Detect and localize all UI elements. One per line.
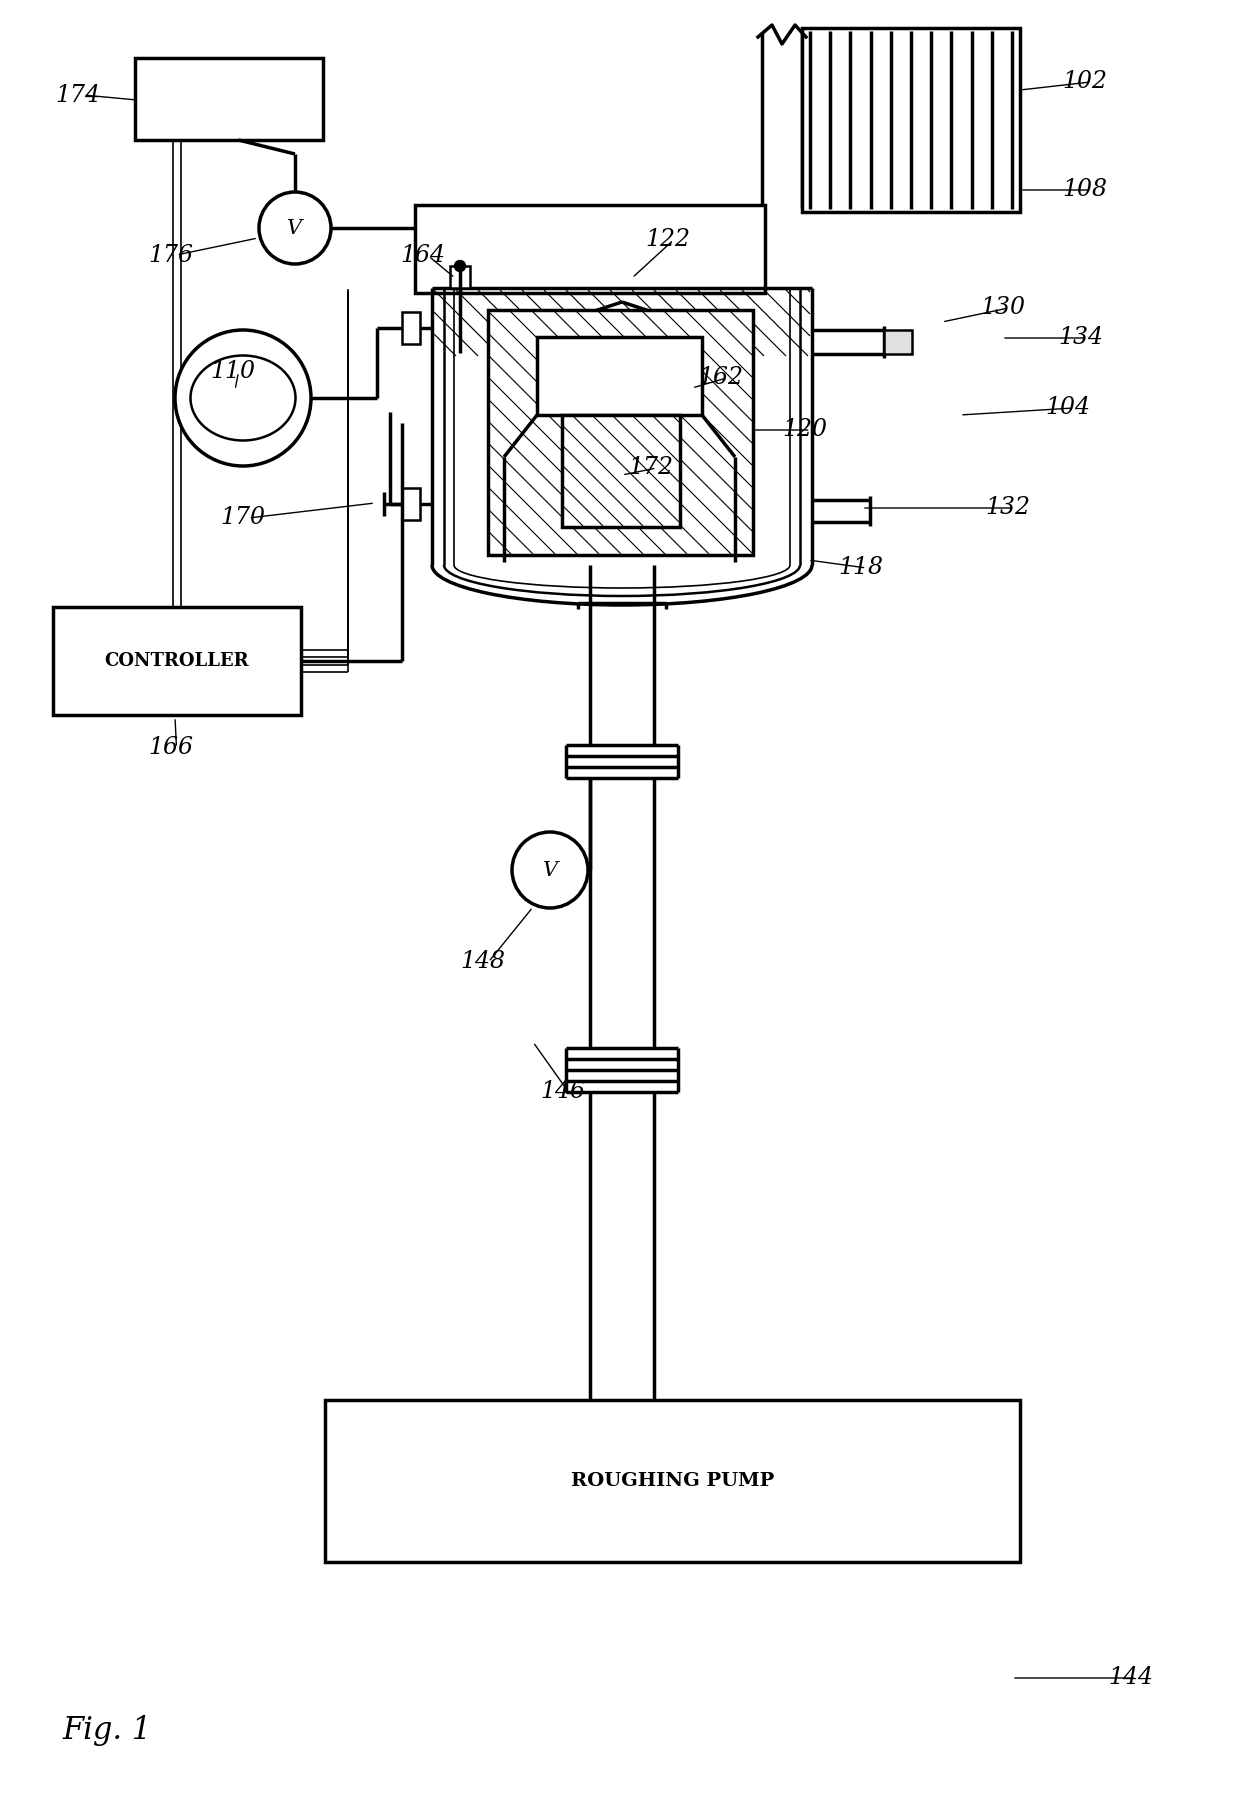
Text: 102: 102 <box>1061 71 1107 94</box>
Text: 148: 148 <box>460 951 505 973</box>
Text: 120: 120 <box>782 419 827 442</box>
Text: 172: 172 <box>627 457 673 480</box>
Text: 164: 164 <box>401 245 445 268</box>
Text: V: V <box>288 219 303 237</box>
Bar <box>884 330 911 353</box>
Ellipse shape <box>191 355 295 440</box>
Bar <box>450 266 470 288</box>
Text: V: V <box>542 861 558 879</box>
Bar <box>415 205 765 294</box>
Circle shape <box>512 832 588 908</box>
Bar <box>537 337 702 415</box>
Bar <box>489 310 753 554</box>
Text: 162: 162 <box>698 366 743 390</box>
Text: 130: 130 <box>980 297 1025 319</box>
Bar <box>402 312 420 344</box>
Bar <box>325 1401 1021 1562</box>
Text: 118: 118 <box>838 556 883 580</box>
Text: 132: 132 <box>985 496 1030 520</box>
Text: ROUGHING PUMP: ROUGHING PUMP <box>570 1471 774 1489</box>
Text: 134: 134 <box>1058 326 1104 350</box>
Circle shape <box>455 261 465 272</box>
Text: 110: 110 <box>210 361 255 384</box>
Bar <box>802 27 1021 212</box>
Text: Fig. 1: Fig. 1 <box>62 1714 151 1745</box>
Text: 108: 108 <box>1061 179 1107 201</box>
Bar <box>135 58 322 140</box>
Text: 174: 174 <box>55 83 100 107</box>
Text: 144: 144 <box>1109 1667 1153 1689</box>
Text: 176: 176 <box>148 243 193 266</box>
Text: CONTROLLER: CONTROLLER <box>104 652 249 670</box>
Circle shape <box>259 192 331 265</box>
Text: 166: 166 <box>148 736 193 759</box>
Circle shape <box>175 330 311 466</box>
Text: 104: 104 <box>1045 397 1090 420</box>
Bar <box>53 607 301 716</box>
Text: 146: 146 <box>539 1080 585 1104</box>
Text: 122: 122 <box>645 228 689 252</box>
Text: 170: 170 <box>219 507 265 529</box>
Bar <box>562 415 680 527</box>
Bar <box>402 487 420 520</box>
